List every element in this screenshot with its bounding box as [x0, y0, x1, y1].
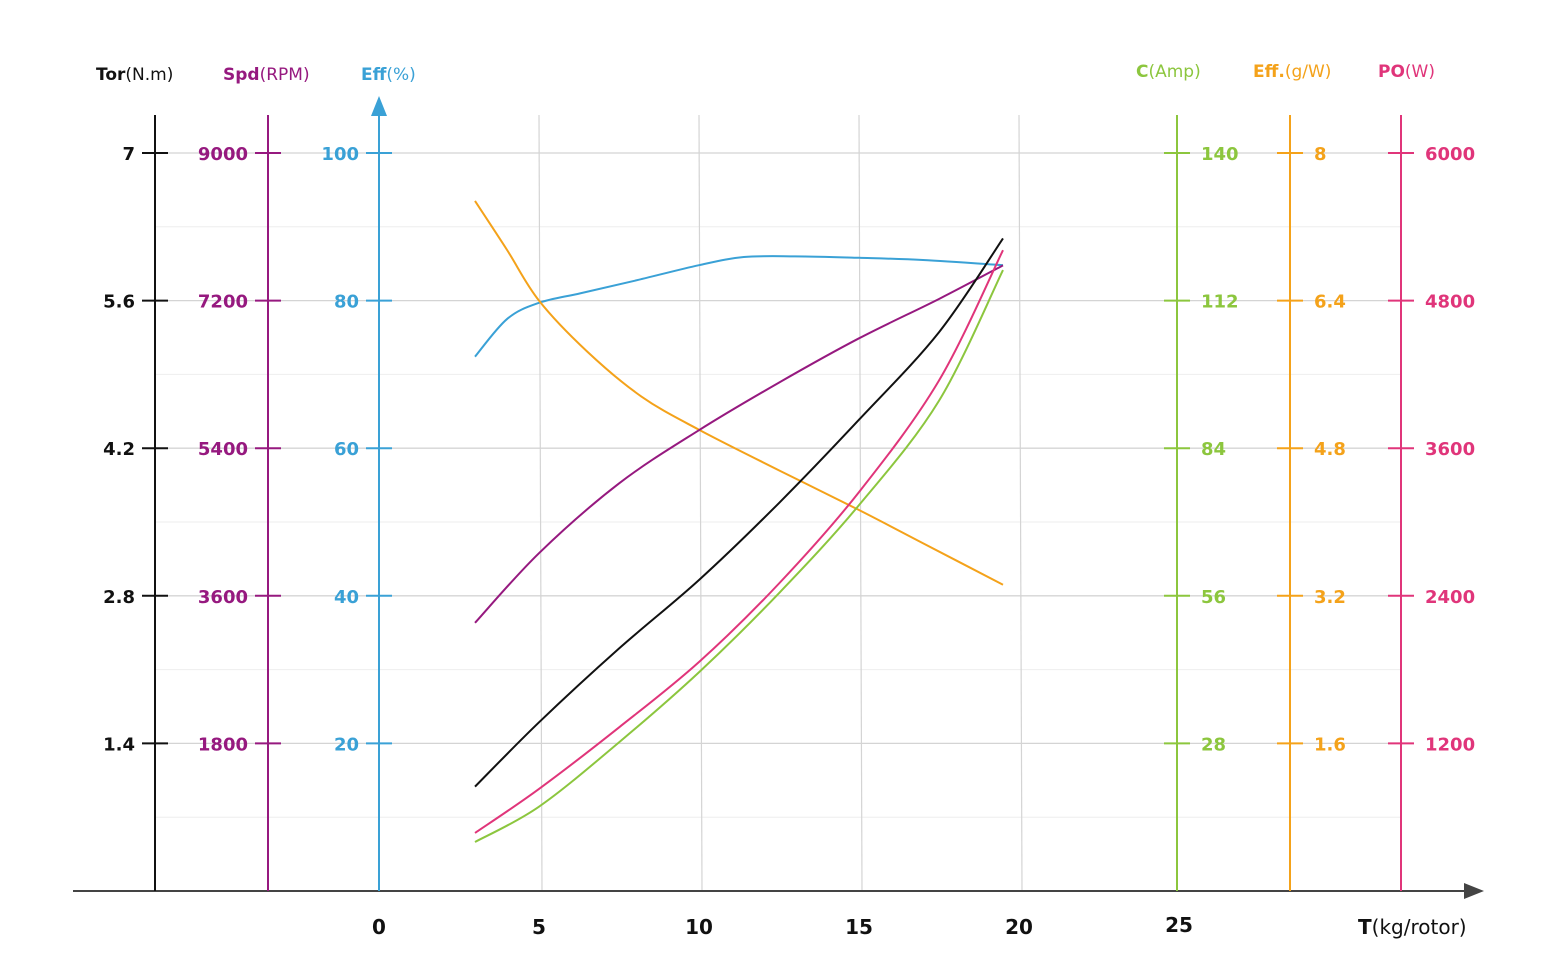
eff-axis-title: Eff(%) [361, 65, 416, 85]
po-tick-label: 2400 [1425, 587, 1475, 608]
po-tick-label: 6000 [1425, 144, 1475, 165]
gw-tick-label: 3.2 [1314, 587, 1346, 608]
amp-tick-label: 84 [1201, 439, 1226, 460]
po-series-line [474, 249, 1004, 834]
amp-tick-label: 112 [1201, 292, 1239, 313]
tor-tick-label: 5.6 [103, 292, 135, 313]
spd-axis-title: Spd(RPM) [223, 65, 310, 85]
x-tick-label: 5 [532, 915, 546, 939]
spd-tick-label: 5400 [198, 439, 248, 460]
gw-tick-label: 4.8 [1314, 439, 1346, 460]
x-axis-label: T(kg/rotor) [1358, 915, 1467, 939]
tor-tick-label: 1.4 [103, 734, 135, 755]
spd-tick-label: 9000 [198, 144, 248, 165]
eff-tick-label: 40 [334, 587, 359, 608]
po-tick-label: 4800 [1425, 292, 1475, 313]
tor-series-line [474, 237, 1004, 788]
eff-axis-arrow-icon [371, 96, 387, 116]
po-axis-title: PO(W) [1378, 62, 1435, 82]
spd-series-line [474, 264, 1004, 624]
amp-tick-label: 56 [1201, 587, 1226, 608]
x-tick-label: 10 [685, 915, 713, 939]
tor-tick-label: 7 [122, 144, 135, 165]
x-tick-label: 20 [1005, 915, 1033, 939]
vertical-gridline [1018, 114, 1023, 892]
eff-tick-label: 80 [334, 292, 359, 313]
eff-series-line [474, 255, 1004, 358]
po-tick-label: 1200 [1425, 734, 1475, 755]
x-tick-label: 0 [372, 915, 386, 939]
vertical-gridline [538, 114, 543, 892]
amp-axis-title: C(Amp) [1136, 62, 1201, 82]
tor-axis-title: Tor(N.m) [96, 65, 173, 85]
po-tick-label: 3600 [1425, 439, 1475, 460]
gw-series-line [474, 200, 1004, 586]
x-axis-arrow-icon [1464, 883, 1484, 899]
amp-tick-label: 140 [1201, 144, 1239, 165]
amp-series-line [474, 269, 1004, 843]
x-tick-label: 15 [845, 915, 873, 939]
gw-tick-label: 8 [1314, 144, 1327, 165]
spd-tick-label: 1800 [198, 734, 248, 755]
spd-tick-label: 7200 [198, 292, 248, 313]
gw-axis-title: Eff.(g/W) [1253, 62, 1331, 82]
x-tick-label: 25 [1165, 913, 1193, 937]
eff-tick-label: 60 [334, 439, 359, 460]
vertical-gridline [698, 114, 703, 892]
gw-tick-label: 1.6 [1314, 734, 1346, 755]
tor-tick-label: 4.2 [103, 439, 135, 460]
eff-tick-label: 20 [334, 734, 359, 755]
spd-tick-label: 3600 [198, 587, 248, 608]
tor-tick-label: 2.8 [103, 587, 135, 608]
eff-tick-label: 100 [321, 144, 359, 165]
gw-tick-label: 6.4 [1314, 292, 1346, 313]
amp-tick-label: 28 [1201, 734, 1226, 755]
